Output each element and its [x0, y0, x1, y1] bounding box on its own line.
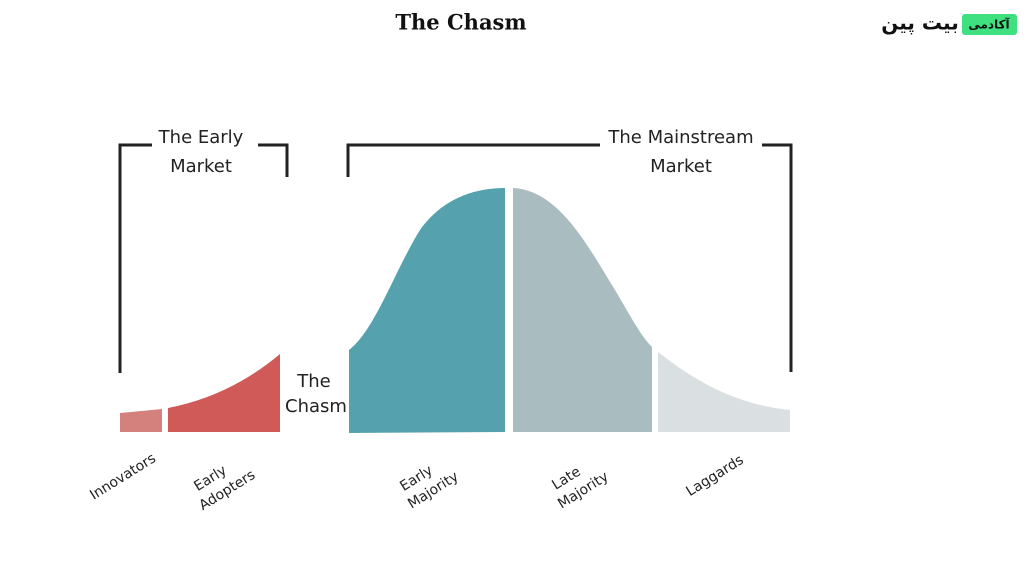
segment-label: Early Majority — [397, 462, 461, 512]
segment-label: Late Majority — [549, 464, 611, 513]
bracket — [762, 143, 793, 372]
segment-label-line: Innovators — [87, 450, 159, 503]
segment-label-line: Laggards — [683, 452, 746, 500]
bracket — [258, 143, 289, 177]
early-adopters-area — [168, 354, 280, 432]
segment-label: Early Adopters — [191, 462, 258, 513]
group-label: Market — [170, 156, 232, 177]
logo-badge-text: آکادمی — [968, 17, 1010, 32]
group-label: The Mainstream — [607, 127, 753, 148]
bracket — [118, 143, 152, 373]
gap-label: Chasm — [285, 396, 347, 417]
group-label: Market — [650, 156, 712, 177]
segment-label: Innovators — [87, 450, 159, 503]
late-majority-area — [513, 188, 652, 432]
laggards-area — [658, 352, 790, 432]
logo-badge — [962, 14, 1017, 35]
innovators-area — [120, 409, 162, 432]
bracket — [346, 143, 600, 177]
logo-name: بیت پین — [881, 11, 958, 36]
group-label: The Early — [158, 127, 244, 148]
segment-label: Laggards — [683, 452, 746, 500]
logo[interactable]: بیت پین آکادمی — [881, 11, 1017, 36]
title: The Chasm — [395, 10, 526, 35]
early-majority-area — [349, 188, 505, 433]
gap-label: The — [296, 371, 330, 392]
